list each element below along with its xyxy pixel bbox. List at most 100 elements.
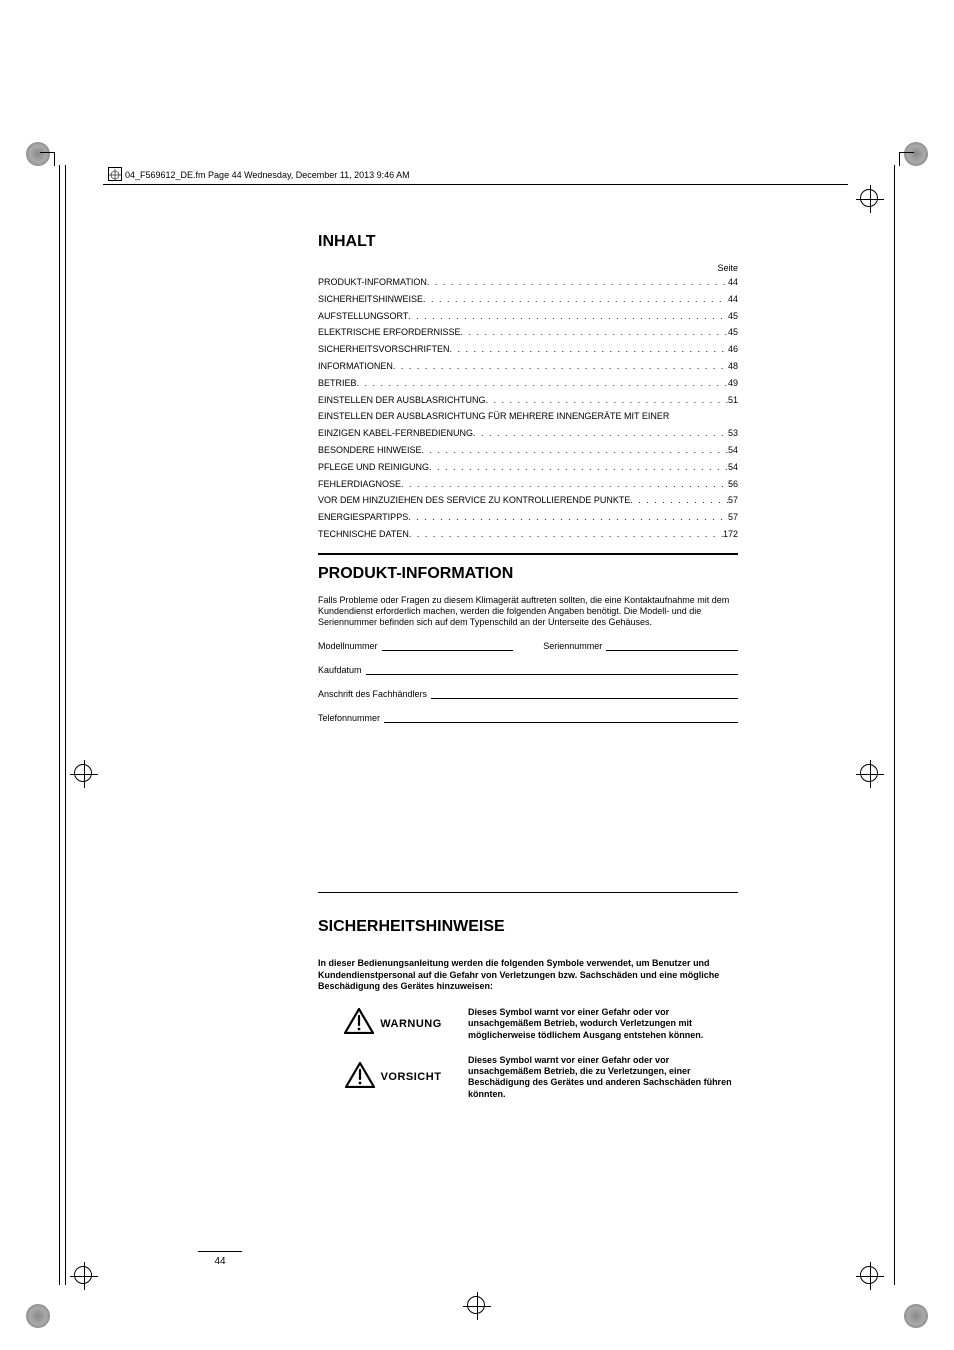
toc-dots: . . . . . . . . . . . . . . . . . . . . … <box>409 529 723 539</box>
crop-line <box>54 152 55 166</box>
symbol-row-vorsicht: VORSICHT Dieses Symbol warnt vor einer G… <box>318 1055 738 1100</box>
text-vorsicht: Dieses Symbol warnt vor einer Gefahr ode… <box>468 1055 738 1100</box>
crop-corner-bottom-left <box>26 1304 50 1328</box>
crop-line <box>900 152 914 153</box>
toc-entry: INFORMATIONEN . . . . . . . . . . . . . … <box>318 361 738 371</box>
toc-title: AUFSTELLUNGSORT <box>318 311 408 321</box>
crop-line <box>899 152 900 166</box>
toc-entry: BESONDERE HINWEISE . . . . . . . . . . .… <box>318 445 738 455</box>
toc-page: 54 <box>728 445 738 455</box>
toc-page: 57 <box>728 495 738 505</box>
toc-entry: PRODUKT-INFORMATION . . . . . . . . . . … <box>318 277 738 287</box>
sicherheit-intro: In dieser Bedienungsanleitung werden die… <box>318 958 738 993</box>
toc-entry: SICHERHEITSVORSCHRIFTEN . . . . . . . . … <box>318 344 738 354</box>
header-doc-icon <box>108 167 122 181</box>
registration-left <box>70 760 98 788</box>
toc-title: ENERGIESPARTIPPS <box>318 512 408 522</box>
registration-bottom-left <box>70 1262 98 1290</box>
frame-line <box>894 165 895 1285</box>
seite-label: Seite <box>318 263 738 273</box>
toc-title: ELEKTRISCHE ERFORDERNISSE <box>318 327 461 337</box>
toc-page: 56 <box>728 479 738 489</box>
toc-title: BETRIEB <box>318 378 357 388</box>
registration-bottom-center <box>463 1292 491 1320</box>
toc-entry: EINSTELLEN DER AUSBLASRICHTUNG FÜR MEHRE… <box>318 411 738 421</box>
toc-page: 44 <box>728 277 738 287</box>
field-modellnummer: Modellnummer Seriennummer <box>318 641 738 651</box>
frame-line <box>59 165 60 1285</box>
toc-page: 45 <box>728 327 738 337</box>
toc-title: TECHNISCHE DATEN <box>318 529 409 539</box>
toc-page: 49 <box>728 378 738 388</box>
field-line <box>384 713 738 723</box>
toc-title: INFORMATIONEN <box>318 361 393 371</box>
toc-dots: . . . . . . . . . . . . . . . . . . . . … <box>401 479 728 489</box>
toc-entry: AUFSTELLUNGSORT . . . . . . . . . . . . … <box>318 311 738 321</box>
field-line <box>366 665 738 675</box>
registration-right <box>856 760 884 788</box>
warning-triangle-icon <box>344 1008 374 1039</box>
toc-dots: . . . . . . . . . . . . . . . . . . . . … <box>461 327 728 337</box>
toc-page: 44 <box>728 294 738 304</box>
label-kaufdatum: Kaufdatum <box>318 665 362 675</box>
frame-line <box>65 165 66 1285</box>
toc-dots: . . . . . . . . . . . . . . . . . . . . … <box>408 512 728 522</box>
field-telefon: Telefonnummer <box>318 713 738 723</box>
caution-triangle-icon <box>345 1062 375 1093</box>
toc-page: 46 <box>728 344 738 354</box>
toc-entry: FEHLERDIAGNOSE . . . . . . . . . . . . .… <box>318 479 738 489</box>
toc-dots: . . . . . . . . . . . . . . . . . . . . … <box>630 495 728 505</box>
registration-bottom-right <box>856 1262 884 1290</box>
crop-line <box>40 152 54 153</box>
section-rule <box>318 553 738 555</box>
label-anschrift: Anschrift des Fachhändlers <box>318 689 427 699</box>
toc-dots: . . . . . . . . . . . . . . . . . . . . … <box>393 361 728 371</box>
toc-title: SICHERHEITSHINWEISE <box>318 294 423 304</box>
symbol-row-warnung: WARNUNG Dieses Symbol warnt vor einer Ge… <box>318 1007 738 1041</box>
table-of-contents: PRODUKT-INFORMATION . . . . . . . . . . … <box>318 277 738 539</box>
toc-dots: . . . . . . . . . . . . . . . . . . . . … <box>357 378 728 388</box>
toc-page: 45 <box>728 311 738 321</box>
toc-entry: TECHNISCHE DATEN . . . . . . . . . . . .… <box>318 529 738 539</box>
heading-inhalt: INHALT <box>318 233 738 251</box>
toc-entry: ENERGIESPARTIPPS . . . . . . . . . . . .… <box>318 512 738 522</box>
registration-top-right <box>856 185 884 213</box>
page-number: 44 <box>198 1251 242 1267</box>
label-modellnummer: Modellnummer <box>318 641 378 651</box>
field-kaufdatum: Kaufdatum <box>318 665 738 675</box>
toc-page: 172 <box>723 529 738 539</box>
label-telefon: Telefonnummer <box>318 713 380 723</box>
page-content: INHALT Seite PRODUKT-INFORMATION . . . .… <box>318 233 738 737</box>
label-warnung: WARNUNG <box>380 1018 442 1030</box>
header-path-text: 04_F569612_DE.fm Page 44 Wednesday, Dece… <box>125 170 410 180</box>
crop-corner-bottom-right <box>904 1304 928 1328</box>
toc-title: PRODUKT-INFORMATION <box>318 277 427 287</box>
field-line <box>606 641 738 651</box>
field-line <box>382 641 514 651</box>
toc-dots: . . . . . . . . . . . . . . . . . . . . … <box>429 462 728 472</box>
toc-entry: BETRIEB . . . . . . . . . . . . . . . . … <box>318 378 738 388</box>
toc-entry: SICHERHEITSHINWEISE . . . . . . . . . . … <box>318 294 738 304</box>
toc-entry: VOR DEM HINZUZIEHEN DES SERVICE ZU KONTR… <box>318 495 738 505</box>
toc-page: 54 <box>728 462 738 472</box>
crop-corner-top-left <box>26 142 50 166</box>
toc-entry: EINSTELLEN DER AUSBLASRICHTUNG . . . . .… <box>318 395 738 405</box>
toc-page: 57 <box>728 512 738 522</box>
toc-dots: . . . . . . . . . . . . . . . . . . . . … <box>486 395 728 405</box>
heading-sicherheitshinweise: SICHERHEITSHINWEISE <box>318 918 738 936</box>
mid-page-rule <box>318 892 738 893</box>
symbol-vorsicht: VORSICHT <box>318 1062 468 1093</box>
text-warnung: Dieses Symbol warnt vor einer Gefahr ode… <box>468 1007 738 1041</box>
toc-title: BESONDERE HINWEISE <box>318 445 422 455</box>
toc-page: 53 <box>728 428 738 438</box>
crop-corner-top-right <box>904 142 928 166</box>
toc-title: SICHERHEITSVORSCHRIFTEN <box>318 344 450 354</box>
toc-dots: . . . . . . . . . . . . . . . . . . . . … <box>422 445 728 455</box>
symbol-warnung: WARNUNG <box>318 1008 468 1039</box>
toc-title: EINZIGEN KABEL-FERNBEDIENUNG <box>318 428 473 438</box>
toc-dots: . . . . . . . . . . . . . . . . . . . . … <box>427 277 728 287</box>
toc-dots: . . . . . . . . . . . . . . . . . . . . … <box>408 311 728 321</box>
toc-title: VOR DEM HINZUZIEHEN DES SERVICE ZU KONTR… <box>318 495 630 505</box>
toc-dots: . . . . . . . . . . . . . . . . . . . . … <box>473 428 728 438</box>
heading-produkt-information: PRODUKT-INFORMATION <box>318 565 738 583</box>
